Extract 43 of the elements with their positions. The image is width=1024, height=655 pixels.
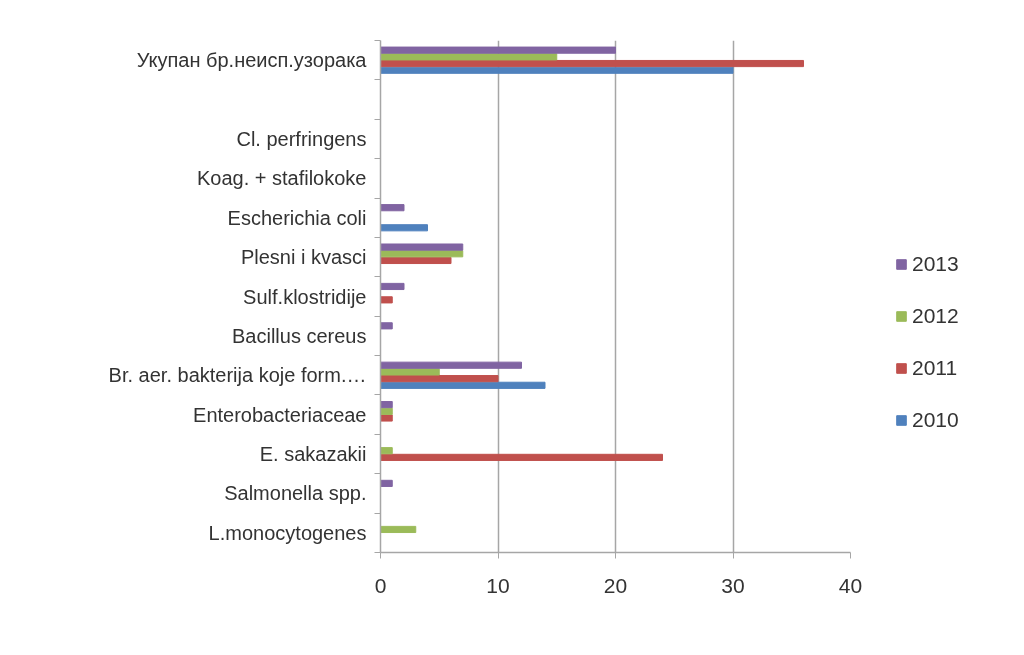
bar (380, 322, 393, 330)
y-tick-label: Plesni i kvasci (240, 246, 367, 269)
bar (380, 368, 440, 376)
y-tick-label: E. sakazakii (259, 443, 367, 466)
y-tick-label: Br. aer. bakterija koje form.… (108, 364, 367, 387)
legend-label: 2010 (912, 408, 959, 432)
y-tick-label: Bacillus cereus (232, 324, 367, 347)
y-tick-label: Salmonella spp. (224, 482, 367, 505)
bar (380, 204, 405, 212)
legend-label: 2013 (912, 252, 959, 276)
bar (380, 375, 499, 383)
bar (380, 256, 452, 265)
bar (380, 414, 393, 422)
x-tick-label: 10 (486, 573, 510, 597)
bar (380, 59, 804, 68)
bar (380, 525, 417, 534)
bar (380, 401, 393, 409)
y-tick-label: Sulf.klostridije (243, 285, 367, 308)
bar (380, 479, 393, 487)
bar (380, 296, 393, 304)
bar (380, 407, 393, 415)
bar (380, 53, 558, 61)
y-tick-label: Cl. perfringens (236, 127, 367, 150)
y-tick-label: Укупан бр.неисп.узорака (136, 49, 368, 72)
bar (380, 282, 405, 291)
bar (380, 447, 393, 455)
x-tick-label: 40 (838, 573, 863, 597)
y-tick-label: L.monocytogenes (208, 521, 367, 544)
bar (380, 361, 522, 369)
y-tick-label: Koag. + stafilokoke (196, 167, 367, 190)
bar (380, 453, 663, 461)
bar (380, 381, 546, 389)
bar (380, 243, 464, 251)
x-tick-label: 30 (721, 573, 745, 597)
bar (380, 66, 734, 74)
bar (380, 224, 428, 232)
y-tick-label: Escherichia coli (227, 206, 367, 229)
legend-label: 2011 (912, 356, 958, 380)
y-tick-label: Enterobacteriaceae (193, 403, 367, 426)
x-tick-label: 20 (603, 573, 628, 597)
bar (380, 46, 616, 54)
legend-label: 2012 (912, 304, 959, 328)
x-tick-label: 0 (374, 573, 387, 597)
